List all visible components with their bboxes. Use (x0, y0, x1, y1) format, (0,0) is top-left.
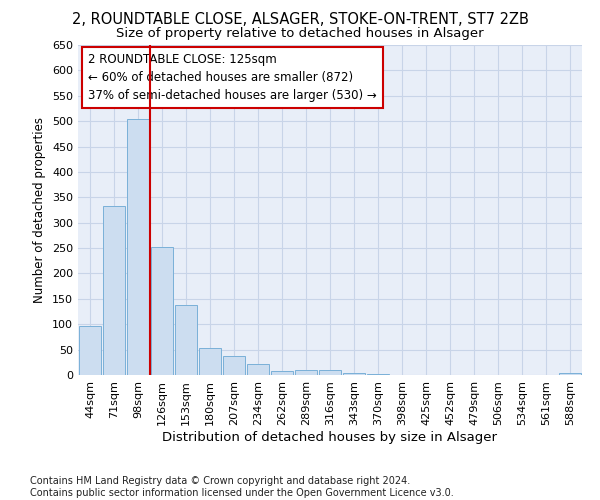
Bar (247, 364, 269, 375)
Bar (319, 370, 341, 375)
Bar (343, 373, 365, 375)
Bar (223, 356, 245, 375)
Bar (103, 206, 125, 375)
Bar (151, 247, 173, 375)
Bar (559, 373, 581, 375)
Text: Contains HM Land Registry data © Crown copyright and database right 2024.
Contai: Contains HM Land Registry data © Crown c… (30, 476, 454, 498)
X-axis label: Distribution of detached houses by size in Alsager: Distribution of detached houses by size … (163, 430, 497, 444)
Bar (175, 306, 197, 375)
Text: 2, ROUNDTABLE CLOSE, ALSAGER, STOKE-ON-TRENT, ST7 2ZB: 2, ROUNDTABLE CLOSE, ALSAGER, STOKE-ON-T… (71, 12, 529, 28)
Text: Size of property relative to detached houses in Alsager: Size of property relative to detached ho… (116, 28, 484, 40)
Y-axis label: Number of detached properties: Number of detached properties (34, 117, 46, 303)
Bar (79, 326, 101, 375)
Bar (367, 374, 389, 375)
Text: 2 ROUNDTABLE CLOSE: 125sqm
← 60% of detached houses are smaller (872)
37% of sem: 2 ROUNDTABLE CLOSE: 125sqm ← 60% of deta… (88, 53, 377, 102)
Bar (127, 118, 149, 375)
Bar (199, 348, 221, 375)
Bar (295, 370, 317, 375)
Bar (271, 371, 293, 375)
